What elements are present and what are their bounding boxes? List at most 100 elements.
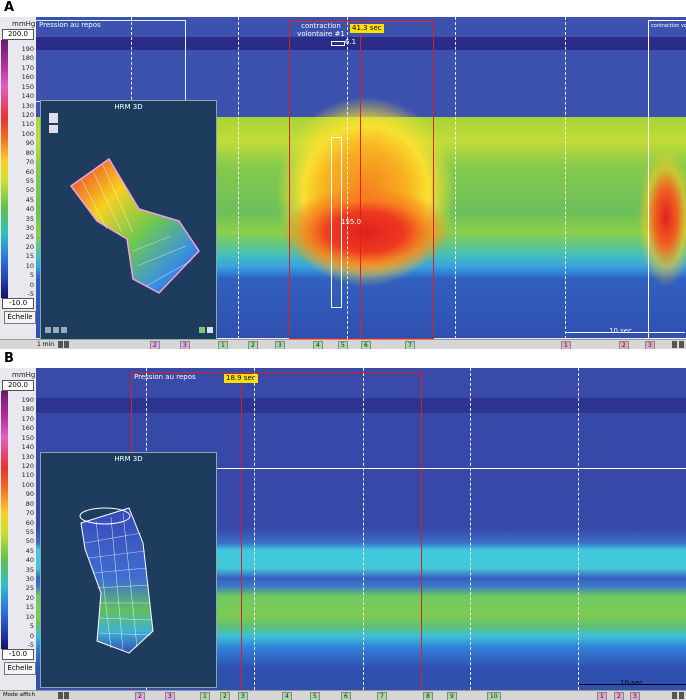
scale-tick: 70	[25, 509, 34, 518]
nav-button[interactable]	[679, 341, 684, 348]
event-marker[interactable]: 1	[200, 692, 210, 700]
scale-tick: 150	[21, 433, 34, 442]
event-marker[interactable]: 2	[619, 341, 629, 349]
event-marker[interactable]: 2	[220, 692, 230, 700]
scale-tick: 190	[21, 45, 34, 53]
scale-tick: 180	[21, 54, 34, 63]
event-marker[interactable]: 1	[561, 341, 571, 349]
event-marker[interactable]: 3	[165, 692, 175, 700]
scale-tick: 60	[25, 167, 34, 176]
mode-label[interactable]: Mode affich	[3, 692, 35, 698]
shape	[92, 170, 122, 232]
scale-tick: 150	[21, 82, 34, 91]
event-marker[interactable]: 3	[180, 341, 190, 349]
scale-tick: 55	[25, 527, 34, 536]
scale-tick: 110	[21, 120, 34, 129]
event-marker[interactable]: 1	[597, 692, 607, 700]
shape	[102, 164, 134, 234]
event-marker[interactable]: 2	[135, 692, 145, 700]
scale-tick: 110	[21, 471, 34, 480]
event-marker[interactable]: 6	[341, 692, 351, 700]
shape	[80, 178, 108, 230]
scale-tick: 55	[25, 176, 34, 185]
event-marker[interactable]: 3	[275, 341, 285, 349]
inset-title: HRM 3D	[114, 455, 143, 463]
nav-button[interactable]	[672, 341, 677, 348]
event-marker[interactable]: 2	[248, 341, 258, 349]
nav-button[interactable]	[672, 692, 677, 699]
scale-tick: 90	[25, 490, 34, 499]
scale-min: -10.0	[2, 298, 34, 309]
event-marker[interactable]: 1	[218, 341, 228, 349]
shape	[110, 516, 124, 652]
nav-button[interactable]	[58, 692, 63, 699]
event-marker[interactable]: 10	[487, 692, 501, 700]
event-marker[interactable]: 6	[361, 341, 371, 349]
scale-tick: 100	[21, 480, 34, 489]
event-marker[interactable]: 5	[310, 692, 320, 700]
scale-tick: 35	[25, 214, 34, 223]
event-marker[interactable]: 4	[313, 341, 323, 349]
marker-box	[331, 41, 345, 46]
shape	[145, 260, 192, 287]
scale-tick: 20	[25, 242, 34, 251]
hrm-inset: HRM 3D	[40, 100, 217, 340]
shape	[98, 617, 153, 621]
scale-tick: 130	[21, 101, 34, 110]
event-marker[interactable]: 3	[630, 692, 640, 700]
toolbar: Mode affich 2 3 1 2 3 4 5 6 7 8 9 10 1 2 3	[0, 690, 686, 700]
hrm-inset: HRM 3D	[40, 452, 217, 688]
scale-unit: mmHg	[12, 371, 36, 379]
scale-tick: 70	[25, 158, 34, 167]
side-box: contraction volontai	[648, 20, 686, 339]
event-marker[interactable]: 7	[377, 692, 387, 700]
time-line	[363, 368, 364, 690]
probe-value: 155.0	[341, 218, 362, 226]
nav-button[interactable]	[64, 692, 69, 699]
probe-grid	[84, 512, 153, 652]
scale-tick: 50	[25, 186, 34, 195]
panel-label: B	[4, 351, 14, 366]
shape	[98, 632, 152, 636]
event-marker[interactable]: 9	[447, 692, 457, 700]
scale-min: -10.0	[2, 649, 34, 660]
color-bar	[1, 391, 8, 649]
nav-button[interactable]	[679, 692, 684, 699]
icon	[49, 125, 58, 133]
duration-tag: 18.9 sec	[224, 374, 258, 383]
scale-tick: 120	[21, 461, 34, 470]
event-marker[interactable]: 5	[338, 341, 348, 349]
event-marker[interactable]: 4	[282, 692, 292, 700]
event-label: contraction volontaire #1	[297, 22, 345, 38]
shape	[122, 512, 138, 648]
scale-tick: -5	[27, 641, 34, 649]
scale-button[interactable]: Échelle	[4, 662, 36, 675]
scale-tick: 30	[25, 575, 34, 584]
event-marker[interactable]: 7	[405, 341, 415, 349]
event-marker[interactable]: 8	[423, 692, 433, 700]
nav-button[interactable]	[58, 341, 63, 348]
scale-button[interactable]: Échelle	[4, 311, 36, 324]
event-marker[interactable]: 3	[238, 692, 248, 700]
shape	[88, 550, 146, 559]
toolbar: 1 min 2 3 1 2 3 4 5 6 7 1 2 3	[0, 339, 686, 349]
scale-max: 200.0	[2, 380, 34, 391]
event-marker[interactable]: 2	[150, 341, 160, 349]
scale-tick: 10	[25, 261, 34, 270]
scale-tick: 30	[25, 224, 34, 233]
scale-tick: 120	[21, 110, 34, 119]
event-marker[interactable]: 2	[614, 692, 624, 700]
nav-button[interactable]	[64, 341, 69, 348]
scale-tick: 130	[21, 452, 34, 461]
scale-tick: 80	[25, 499, 34, 508]
probe-3d	[79, 507, 154, 654]
event-marker[interactable]: 3	[645, 341, 655, 349]
scale-bar: 10 sec	[609, 327, 632, 335]
scale-tick: 15	[25, 603, 34, 612]
scale-tick: 170	[21, 63, 34, 72]
scale-tick: 160	[21, 424, 34, 433]
shape	[53, 327, 59, 333]
time-window[interactable]: 1 min	[37, 341, 55, 348]
